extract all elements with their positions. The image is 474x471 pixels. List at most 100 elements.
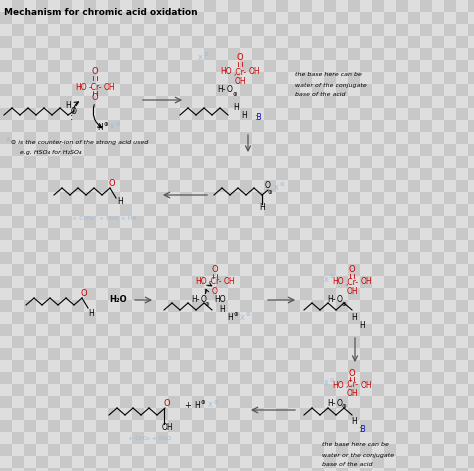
Bar <box>252 324 264 336</box>
Bar <box>288 24 300 36</box>
Bar <box>12 108 24 120</box>
Bar <box>84 468 96 471</box>
Bar <box>240 276 252 288</box>
Bar <box>144 384 156 396</box>
Bar <box>0 384 12 396</box>
Bar <box>84 12 96 24</box>
Bar <box>384 36 396 48</box>
Bar <box>324 372 336 384</box>
Bar <box>408 0 420 12</box>
Bar <box>120 108 132 120</box>
Bar <box>228 312 240 324</box>
Bar <box>84 168 96 180</box>
Bar <box>96 36 108 48</box>
Bar <box>324 456 336 468</box>
Bar <box>216 120 228 132</box>
Bar <box>336 384 348 396</box>
Bar <box>168 420 180 432</box>
Bar <box>156 120 168 132</box>
Bar <box>468 36 474 48</box>
Bar <box>276 408 288 420</box>
Bar <box>168 360 180 372</box>
Bar <box>72 24 84 36</box>
Bar <box>204 420 216 432</box>
Text: X: X <box>273 185 278 191</box>
Bar <box>324 180 336 192</box>
Bar <box>324 240 336 252</box>
Text: OH: OH <box>248 67 260 76</box>
Bar <box>360 456 372 468</box>
Bar <box>12 408 24 420</box>
Bar <box>240 156 252 168</box>
Bar <box>468 180 474 192</box>
Bar <box>168 396 180 408</box>
Bar <box>228 456 240 468</box>
Bar <box>216 12 228 24</box>
Bar <box>420 336 432 348</box>
Bar <box>240 348 252 360</box>
Bar <box>84 84 96 96</box>
Bar <box>132 180 144 192</box>
Bar <box>156 96 168 108</box>
Bar <box>192 408 204 420</box>
Bar <box>180 384 192 396</box>
Bar <box>348 432 360 444</box>
Bar <box>300 132 312 144</box>
Bar <box>72 348 84 360</box>
Text: e.g. HSO₄ for H₂SO₄: e.g. HSO₄ for H₂SO₄ <box>20 150 82 155</box>
Bar <box>36 132 48 144</box>
Bar <box>204 144 216 156</box>
Bar <box>24 12 36 24</box>
Text: the base here can be: the base here can be <box>295 73 362 78</box>
Bar <box>396 432 408 444</box>
Bar <box>36 96 48 108</box>
Bar <box>0 252 12 264</box>
Bar <box>288 468 300 471</box>
Bar <box>240 12 252 24</box>
Text: O: O <box>349 266 356 275</box>
Bar <box>0 276 12 288</box>
Bar <box>276 276 288 288</box>
Bar <box>420 288 432 300</box>
Bar <box>60 228 72 240</box>
Bar <box>12 132 24 144</box>
Bar <box>240 312 252 324</box>
Bar <box>180 348 192 360</box>
Bar <box>84 144 96 156</box>
Bar <box>252 36 264 48</box>
Bar <box>264 228 276 240</box>
Bar <box>120 444 132 456</box>
Bar <box>72 300 84 312</box>
Bar <box>60 144 72 156</box>
Bar <box>420 84 432 96</box>
Bar <box>84 180 96 192</box>
Bar <box>444 204 456 216</box>
Bar <box>12 12 24 24</box>
Bar <box>96 216 108 228</box>
Bar <box>444 36 456 48</box>
Bar <box>144 456 156 468</box>
Bar <box>180 144 192 156</box>
Text: +: + <box>184 400 191 409</box>
Bar <box>420 132 432 144</box>
Bar <box>348 456 360 468</box>
Bar <box>456 468 468 471</box>
Bar <box>240 264 252 276</box>
Text: H-: H- <box>328 295 336 304</box>
Bar <box>408 48 420 60</box>
Bar <box>300 12 312 24</box>
Bar <box>168 84 180 96</box>
Bar <box>120 96 132 108</box>
Bar <box>12 348 24 360</box>
Bar <box>0 24 12 36</box>
Bar <box>276 252 288 264</box>
Bar <box>204 444 216 456</box>
Bar <box>384 240 396 252</box>
Bar <box>132 288 144 300</box>
Bar <box>60 180 72 192</box>
Bar <box>408 204 420 216</box>
Bar <box>408 372 420 384</box>
Bar <box>432 372 444 384</box>
Bar <box>372 300 384 312</box>
Text: X: X <box>6 137 11 143</box>
